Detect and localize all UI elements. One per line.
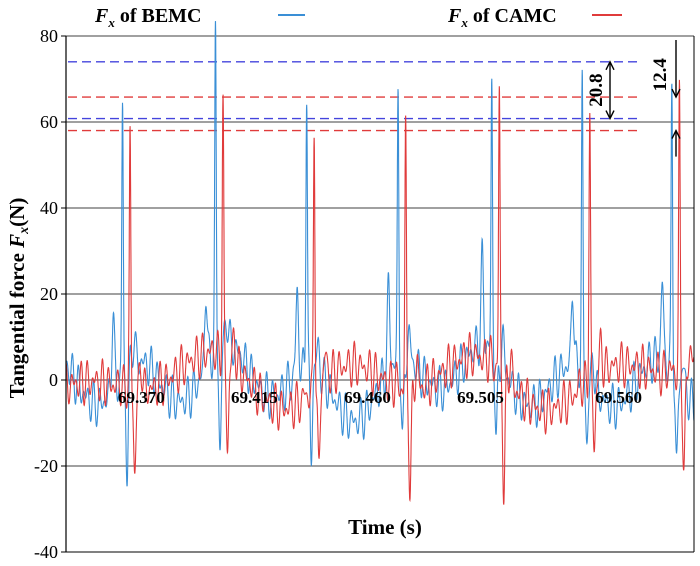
x-tick-label: 69.460 bbox=[344, 388, 391, 407]
reference-lines bbox=[68, 61, 640, 132]
y-tick-label: 0 bbox=[49, 370, 58, 390]
y-tick-label: 40 bbox=[40, 198, 58, 218]
series-line-bemc bbox=[65, 21, 695, 487]
series-lines bbox=[65, 21, 695, 505]
y-tick-label: -40 bbox=[34, 542, 58, 562]
annotation-arrowhead bbox=[671, 129, 681, 139]
y-tick-label: 20 bbox=[40, 284, 58, 304]
legend-label-camc: Fx of CAMC bbox=[447, 5, 557, 30]
y-tick-label: -20 bbox=[34, 456, 58, 476]
annotation-arrowhead bbox=[671, 88, 681, 99]
x-tick-label: 69.505 bbox=[457, 388, 504, 407]
y-tick-label: 60 bbox=[40, 112, 58, 132]
series-line-camc bbox=[65, 79, 695, 505]
annotation-arrowhead bbox=[605, 110, 615, 121]
legend: Fx of BEMC Fx of CAMC bbox=[94, 5, 622, 30]
x-axis-title: Time (s) bbox=[348, 515, 422, 539]
x-tick-label: 69.415 bbox=[231, 388, 278, 407]
axes bbox=[61, 35, 695, 553]
grid-lines bbox=[66, 35, 694, 553]
annotation-arrowhead bbox=[605, 60, 615, 71]
x-tick-label: 69.560 bbox=[595, 388, 642, 407]
annotation-label: 20.8 bbox=[586, 74, 607, 107]
tick-labels: 80 60 40 20 0 -20 -40 69.370 69.415 69.460 69.505 6… bbox=[34, 26, 642, 562]
x-tick-label: 69.370 bbox=[118, 388, 165, 407]
annotations: 20.8 12.4 bbox=[586, 40, 681, 157]
y-tick-label: 80 bbox=[40, 26, 58, 46]
annotation-label: 12.4 bbox=[650, 58, 671, 92]
y-axis-title: Tangential force Fx(N) bbox=[5, 198, 32, 399]
legend-label-bemc: Fx of BEMC bbox=[94, 5, 202, 30]
